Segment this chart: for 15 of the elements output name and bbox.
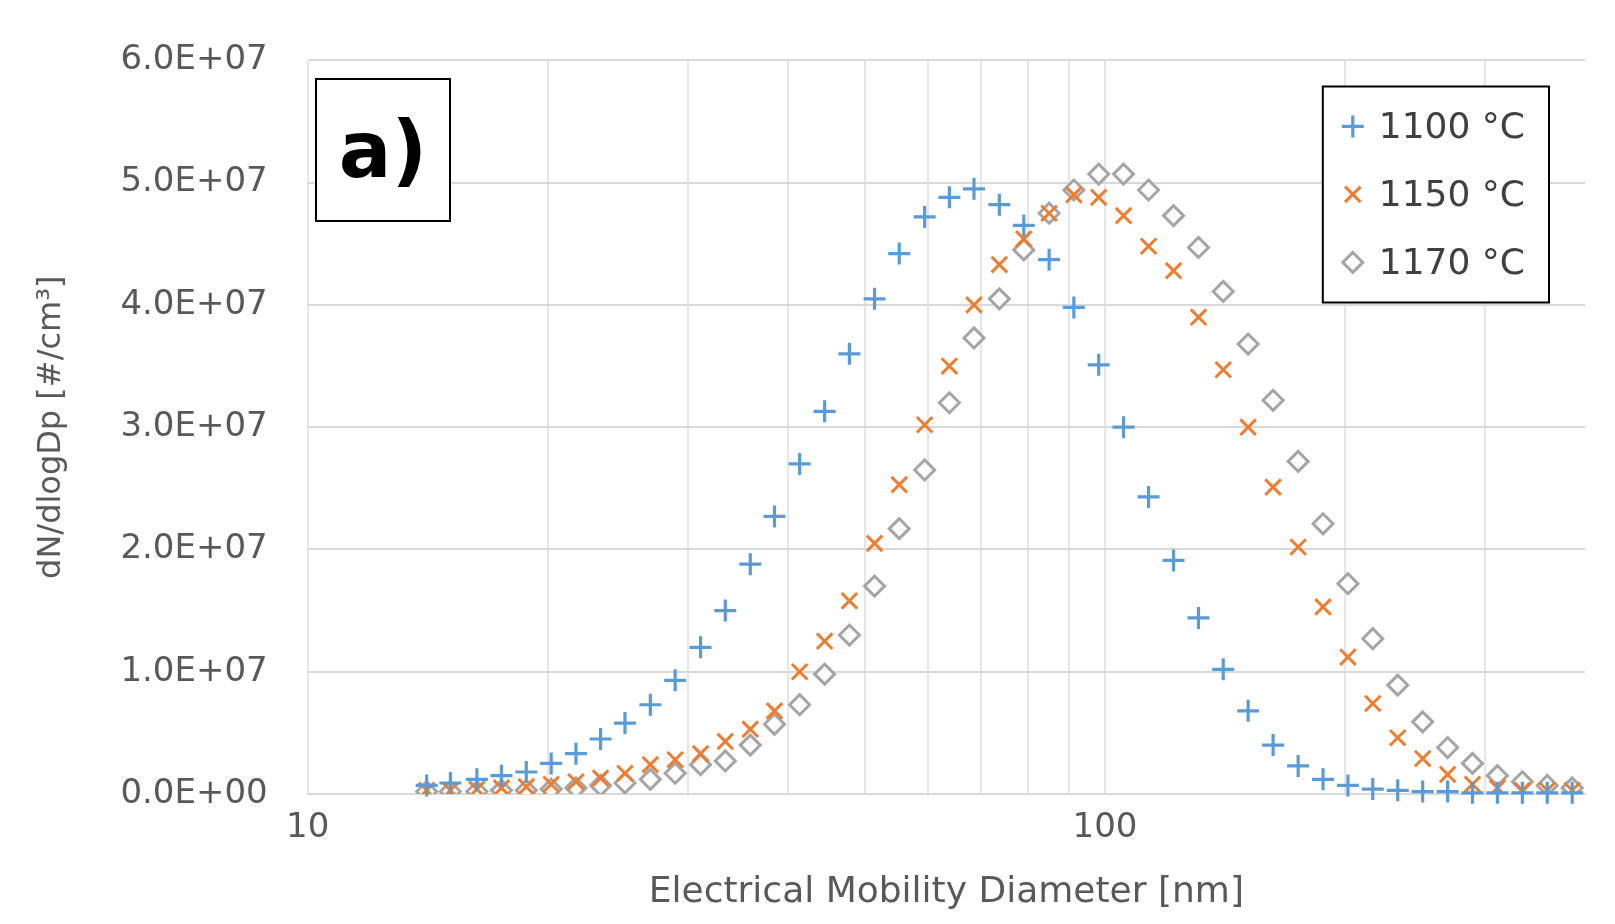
- y-axis-title: dN/dlogDp [#/cm³]: [29, 275, 68, 579]
- y-tick-label: 0.0E+00: [120, 770, 268, 811]
- y-tick-label: 3.0E+07: [120, 404, 268, 445]
- legend-label: 1100 °C: [1378, 104, 1526, 146]
- legend-label: 1170 °C: [1378, 240, 1526, 282]
- y-tick-label: 1.0E+07: [120, 648, 268, 689]
- legend-label: 1150 °C: [1378, 172, 1526, 214]
- y-tick-label: 5.0E+07: [120, 159, 268, 200]
- y-tick-label: 6.0E+07: [120, 37, 268, 78]
- x-tick-label: 10: [286, 805, 330, 846]
- x-axis-title: Electrical Mobility Diameter [nm]: [648, 868, 1244, 910]
- x-tick-label: 100: [1072, 805, 1138, 846]
- y-tick-label: 4.0E+07: [120, 281, 268, 322]
- y-tick-label: 2.0E+07: [120, 526, 268, 567]
- annotation: a): [315, 78, 451, 222]
